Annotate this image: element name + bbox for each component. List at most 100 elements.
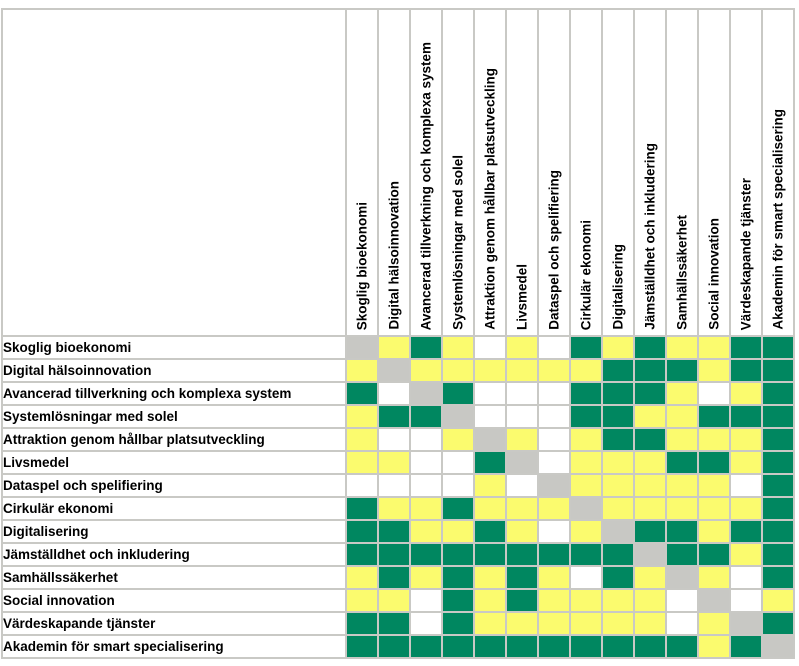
matrix-cell: [569, 427, 603, 452]
matrix-cell: [377, 634, 411, 659]
matrix-cell: [505, 519, 539, 544]
matrix-cell: [729, 427, 763, 452]
matrix-cell: [441, 519, 475, 544]
column-header: Akademin för smart specialisering: [761, 8, 795, 337]
matrix-cell: [761, 588, 795, 613]
matrix-cell: [761, 496, 795, 521]
matrix-cell: [761, 427, 795, 452]
column-header: Avancerad tillverkning och komplexa syst…: [409, 8, 443, 337]
row-header: Systemlösningar med solel: [1, 404, 347, 429]
matrix-row: Akademin för smart specialisering: [1, 634, 795, 659]
matrix-cell: [665, 404, 699, 429]
matrix-row: Livsmedel: [1, 450, 795, 475]
matrix-cell: [569, 335, 603, 360]
column-header-label: Cirkulär ekonomi: [578, 219, 594, 330]
matrix-cell: [441, 496, 475, 521]
matrix-cell: [697, 611, 731, 636]
matrix-row: Attraktion genom hållbar platsutveckling: [1, 427, 795, 452]
matrix-cell: [409, 542, 443, 567]
matrix-cell: [505, 335, 539, 360]
matrix-cell: [441, 473, 475, 498]
column-header: Samhällssäkerhet: [665, 8, 699, 337]
matrix-cell-diagonal: [761, 634, 795, 659]
column-header-label: Dataspel och spelifiering: [546, 170, 562, 330]
matrix-cell: [345, 473, 379, 498]
matrix-cell: [697, 565, 731, 590]
matrix-cell: [697, 634, 731, 659]
matrix-cell: [601, 381, 635, 406]
row-header: Skoglig bioekonomi: [1, 335, 347, 360]
matrix-row: Samhällssäkerhet: [1, 565, 795, 590]
matrix-cell: [345, 450, 379, 475]
column-header: Dataspel och spelifiering: [537, 8, 571, 337]
matrix-cell: [569, 565, 603, 590]
matrix-cell: [601, 588, 635, 613]
row-header: Social innovation: [1, 588, 347, 613]
column-header-label: Social innovation: [706, 218, 722, 330]
matrix-row: Avancerad tillverkning och komplexa syst…: [1, 381, 795, 406]
matrix-cell: [729, 450, 763, 475]
matrix-cell: [761, 358, 795, 383]
matrix-cell: [473, 404, 507, 429]
matrix-cell: [665, 381, 699, 406]
row-header: Värdeskapande tjänster: [1, 611, 347, 636]
matrix-cell: [729, 473, 763, 498]
matrix-row: Social innovation: [1, 588, 795, 613]
matrix-cell: [409, 404, 443, 429]
matrix-cell-diagonal: [665, 565, 699, 590]
matrix-cell: [473, 496, 507, 521]
matrix-cell: [633, 473, 667, 498]
matrix-cell: [569, 450, 603, 475]
matrix-cell: [377, 519, 411, 544]
matrix-cell: [473, 473, 507, 498]
matrix-cell: [665, 542, 699, 567]
matrix-cell: [569, 358, 603, 383]
matrix-cell: [729, 565, 763, 590]
corner-cell: [1, 8, 347, 337]
matrix-cell: [761, 450, 795, 475]
matrix-cell: [537, 634, 571, 659]
column-header: Systemlösningar med solel: [441, 8, 475, 337]
matrix-cell: [441, 450, 475, 475]
matrix-cell: [409, 565, 443, 590]
matrix-cell: [473, 588, 507, 613]
matrix-cell-diagonal: [409, 381, 443, 406]
matrix-cell: [761, 335, 795, 360]
matrix-cell: [345, 542, 379, 567]
matrix-cell: [697, 496, 731, 521]
matrix-cell: [761, 542, 795, 567]
row-header: Samhällssäkerhet: [1, 565, 347, 590]
matrix-cell-diagonal: [569, 496, 603, 521]
matrix-row: Digital hälsoinnovation: [1, 358, 795, 383]
matrix-cell: [665, 611, 699, 636]
matrix-cell: [473, 450, 507, 475]
matrix-cell: [409, 473, 443, 498]
matrix-cell: [345, 358, 379, 383]
matrix-row: Systemlösningar med solel: [1, 404, 795, 429]
matrix-cell: [665, 473, 699, 498]
matrix-cell: [441, 427, 475, 452]
matrix-cell: [665, 427, 699, 452]
matrix-cell: [537, 335, 571, 360]
column-header-label: Digital hälsoinnovation: [386, 181, 402, 330]
matrix-cell: [537, 427, 571, 452]
matrix-cell: [409, 427, 443, 452]
matrix-cell: [665, 519, 699, 544]
matrix-cell: [601, 473, 635, 498]
column-header: Digital hälsoinnovation: [377, 8, 411, 337]
matrix-cell: [601, 404, 635, 429]
column-header-label: Skoglig bioekonomi: [354, 201, 370, 330]
matrix-cell: [601, 335, 635, 360]
matrix-cell: [633, 335, 667, 360]
matrix-cell: [729, 588, 763, 613]
matrix-cell: [377, 450, 411, 475]
matrix-cell: [441, 542, 475, 567]
column-header-label: Värdeskapande tjänster: [738, 177, 754, 330]
matrix-cell: [633, 427, 667, 452]
matrix-cell: [697, 358, 731, 383]
matrix-cell: [377, 335, 411, 360]
matrix-row: Jämställdhet och inkludering: [1, 542, 795, 567]
matrix-cell: [601, 611, 635, 636]
matrix-cell: [377, 565, 411, 590]
